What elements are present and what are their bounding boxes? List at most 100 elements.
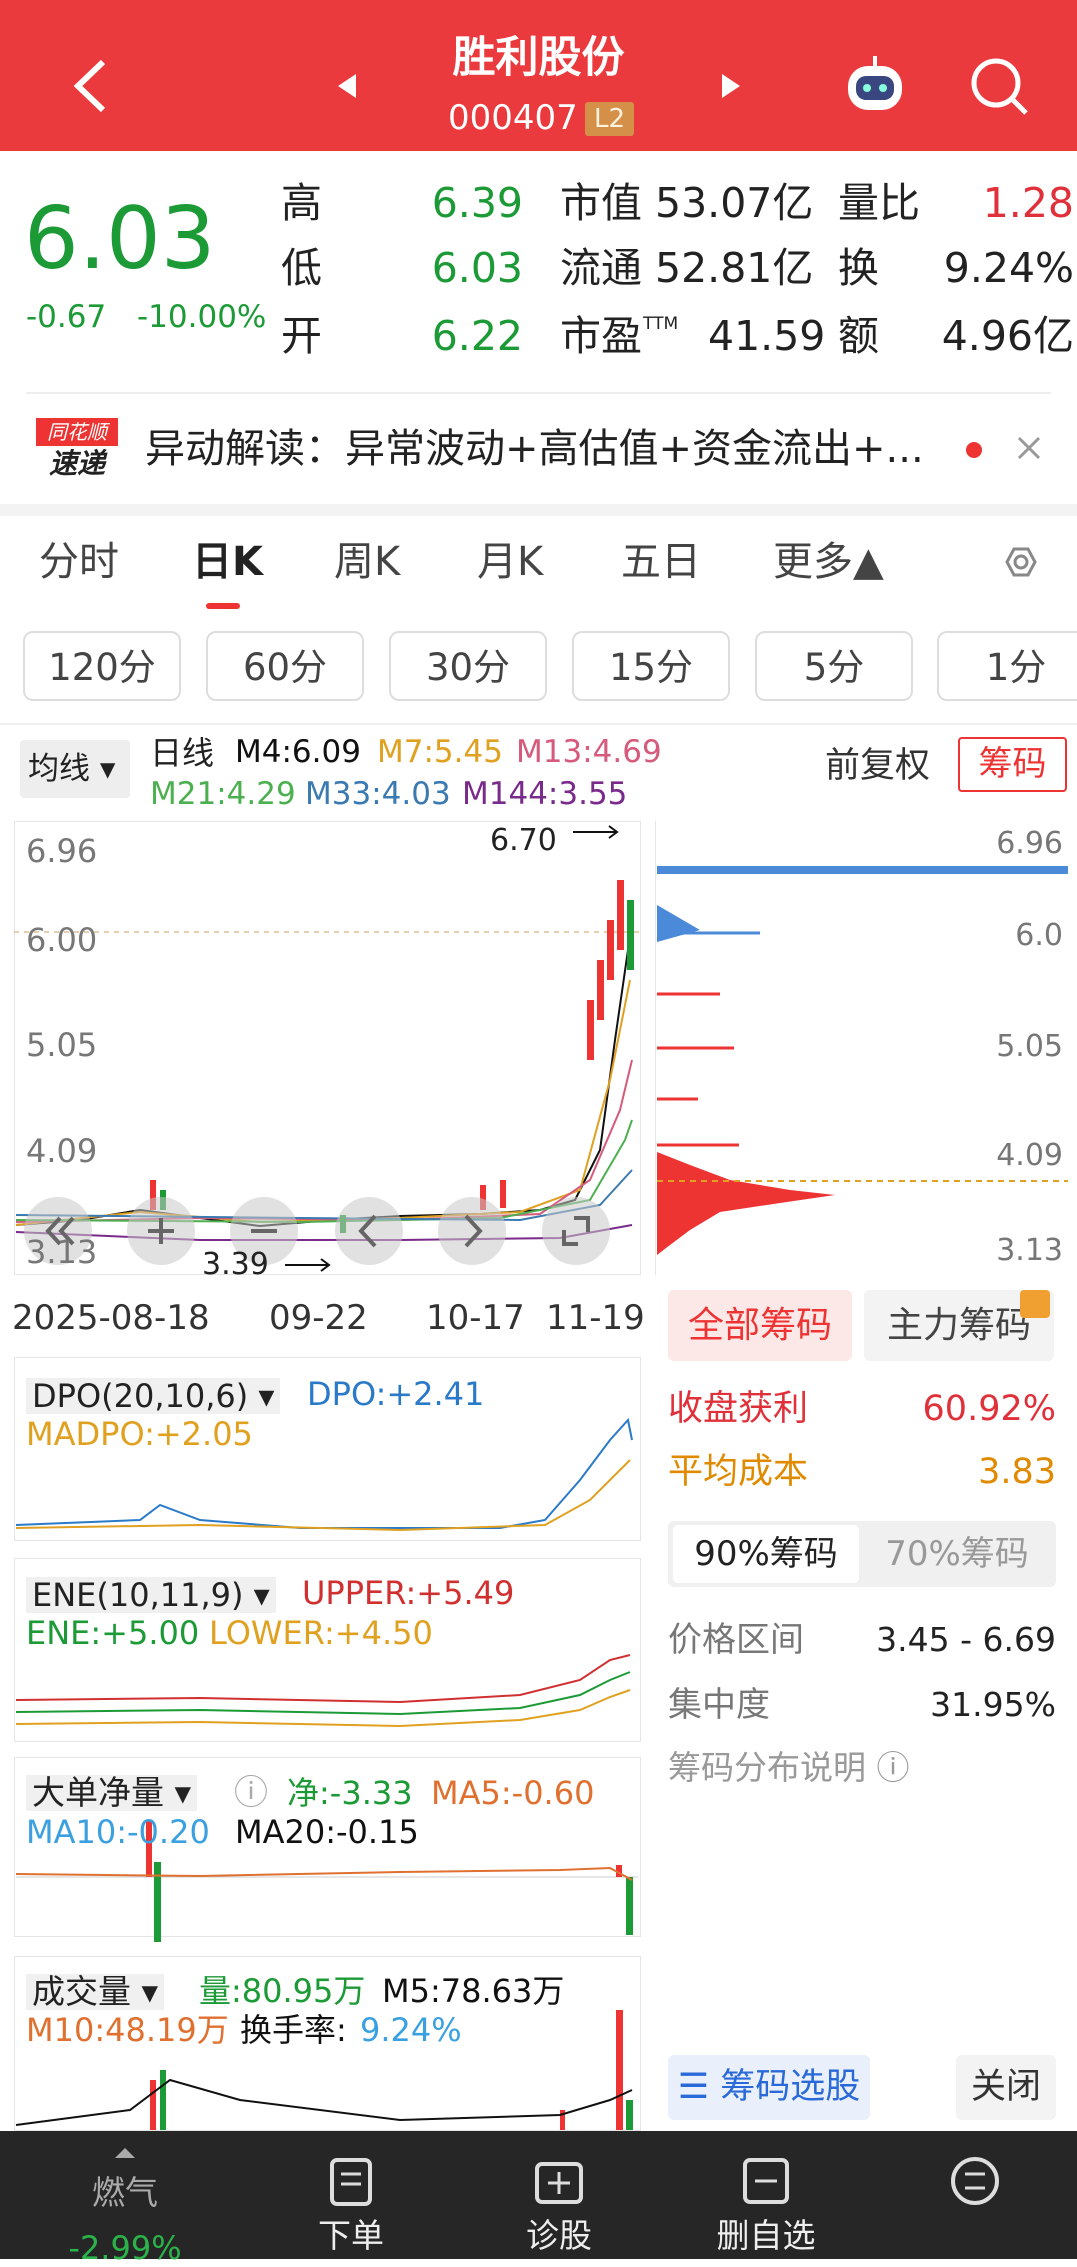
stat-label: 额 [838,312,879,360]
decoration [616,2010,623,2130]
decoration [115,2148,135,2158]
stat-value: 1.28 [982,179,1074,227]
adjust-mode[interactable]: 前复权 [825,746,931,786]
stat-label: 市值 [560,179,642,227]
indicator-value: 量:80.95万 [199,1972,366,2010]
stat-label: 换 [838,244,879,292]
decoration [951,2157,999,2205]
stat-value: 52.81亿 [655,244,814,292]
decoration [542,1197,610,1265]
indicator-value: LOWER:+4.50 [209,1614,433,1652]
period-button[interactable]: 15分 [572,631,730,701]
ma-selector-text: 均线 [28,751,90,787]
price-change-pct: -10.00% [137,299,267,335]
next-icon[interactable] [722,74,740,98]
chip-tab-active[interactable]: 全部筹码 [668,1290,852,1361]
period-button[interactable]: 5分 [755,631,913,701]
tab[interactable]: 周K [334,539,401,585]
price-axis-label: 4.09 [26,1132,98,1170]
ma-selector[interactable]: 均线 ▾ [20,740,130,798]
tab[interactable]: 五日 [621,539,701,585]
decoration [587,1000,594,1060]
decoration [15,1689,631,1728]
decoration [1013,554,1029,570]
dpo-panel [14,1357,641,1541]
back-icon[interactable] [73,59,106,113]
decoration [597,960,604,1020]
indicator-selector[interactable]: DPO(20,10,6) ▾ [26,1378,281,1414]
news-logo: 同花顺 速递 [36,418,118,482]
decoration [45,1214,590,1248]
range-option-active[interactable]: 90%筹码 [673,1525,859,1583]
period-button[interactable]: 1分 [937,631,1077,701]
settings-icon[interactable] [0,0,1077,620]
chip-axis-label: 5.05 [996,1029,1063,1064]
decoration [358,1214,377,1248]
profit-label: 收盘获利 [668,1389,809,1429]
tab-active[interactable]: 日K [192,539,263,585]
legend-item: M13:4.69 [516,734,662,770]
range-option[interactable]: 70%筹码 [885,1534,1029,1574]
last-price: 6.03 [24,189,216,289]
chip-explain[interactable]: 筹码分布说明 ⓘ [668,1748,910,1787]
decoration [150,2080,156,2130]
decoration [15,1866,633,1881]
decoration [616,1865,622,1877]
nav-sector[interactable]: 燃气 [92,2173,158,2212]
nav-item[interactable]: 下单 [318,2216,384,2255]
close-news[interactable] [0,0,1077,600]
decoration [15,1654,631,1704]
date-label: 10-17 [426,1298,525,1338]
decoration [562,1230,578,1246]
decoration [15,1671,631,1716]
stock-code: 000407 [448,98,578,138]
indicator-selector[interactable]: ENE(10,11,9) ▾ [26,1577,276,1613]
nav-item[interactable]: 删自选 [716,2216,816,2255]
decoration [617,880,624,950]
decoration [24,1197,610,1265]
nav-item[interactable]: 诊股 [526,2216,592,2255]
close-button[interactable]: 关闭 [956,2055,1056,2120]
decoration [464,1214,483,1248]
chip-select-button[interactable]: ☰ 筹码选股 [668,2055,870,2120]
period-button[interactable]: 30分 [389,631,547,701]
news-text[interactable]: 异动解读：异常波动+高估值+资金流出+... [145,426,924,472]
kline-frame [14,821,641,1275]
indicator-selector[interactable]: 大单净量 ▾ [26,1775,198,1811]
legend-item: M4:6.09 [235,734,361,770]
decoration [335,1197,403,1265]
tab[interactable]: 分时 [39,539,119,585]
divider [0,723,1077,725]
chip-explain-text: 筹码分布说明 [668,1748,866,1787]
search-icon[interactable] [971,58,1028,115]
tab[interactable]: 更多▲ [773,539,884,585]
period-button[interactable]: 60分 [206,631,364,701]
indicator-value: UPPER:+5.49 [302,1574,515,1612]
prev-icon[interactable] [338,74,356,98]
decoration [58,1216,75,1246]
decoration [657,1152,835,1255]
indicator-value: M10:48.19万 [26,2011,229,2049]
legend-kind: 日线 [150,734,215,772]
indicator-value: MA20:-0.15 [235,1813,419,1851]
decoration [574,1216,590,1232]
decoration [627,900,634,970]
chips-button[interactable]: 筹码 [958,737,1067,792]
chip-axis-label: 4.09 [996,1138,1063,1173]
date-label: 09-22 [269,1298,368,1338]
section-gap [0,504,1077,516]
tab[interactable]: 月K [477,539,544,585]
avg-cost-value: 3.83 [978,1452,1056,1492]
period-button[interactable]: 120分 [23,631,181,701]
big-order-panel [14,1757,641,1937]
robot-icon[interactable] [848,56,902,110]
price-change: -0.67 [26,299,107,335]
header-icons [73,56,1028,115]
legend-item: M7:5.45 [377,734,503,770]
help-icon[interactable]: ⓘ [234,1773,268,1813]
decoration [160,2070,166,2130]
price-axis-label: 6.96 [26,832,98,870]
stat-label: 低 [281,244,322,292]
indicator-selector[interactable]: 成交量 ▾ [26,1974,165,2010]
